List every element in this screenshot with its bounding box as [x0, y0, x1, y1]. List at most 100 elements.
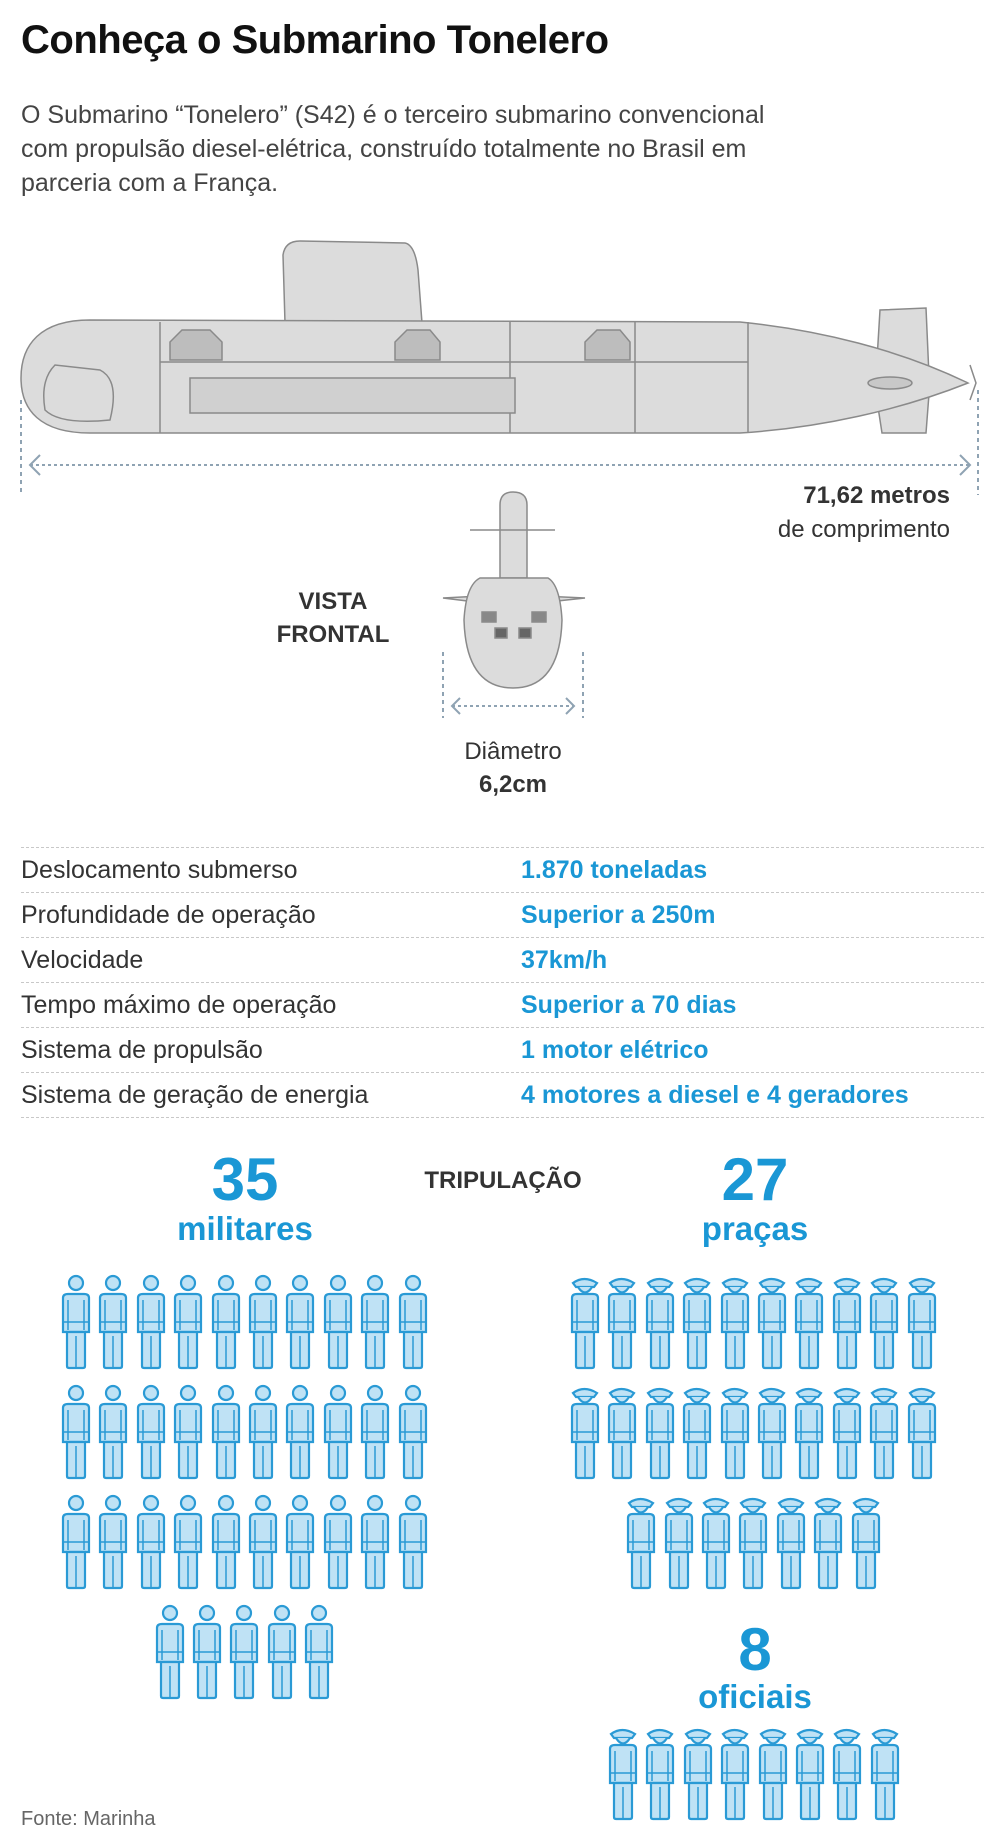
oficial-figure-icon: [721, 1728, 750, 1821]
front-view-label: FRONTAL: [276, 621, 390, 648]
militar-figure-icon: [323, 1274, 352, 1370]
praca-figure-icon: [701, 1497, 730, 1590]
crew-heading: TRIPULAÇÃO: [424, 1167, 582, 1194]
praca-figure-icon: [683, 1277, 712, 1370]
praca-figure-icon: [757, 1387, 787, 1480]
militar-figure-icon: [230, 1604, 259, 1700]
praca-figure-icon: [907, 1277, 936, 1370]
praca-figure-icon: [795, 1387, 824, 1480]
oficial-figure-icon: [870, 1728, 899, 1821]
militar-figure-icon: [323, 1494, 352, 1590]
militar-figure-icon: [136, 1494, 165, 1590]
militar-figure-icon: [136, 1384, 165, 1480]
source-note: Fonte: Marinha: [21, 1808, 156, 1830]
spec-label: Deslocamento submerso: [21, 855, 298, 884]
oficial-figure-icon: [758, 1728, 787, 1821]
militar-figure-icon: [398, 1494, 427, 1590]
pracas-count: 27: [721, 1146, 789, 1213]
militar-figure-icon: [398, 1384, 427, 1480]
militar-figure-icon: [211, 1274, 240, 1370]
praca-figure-icon: [608, 1277, 637, 1370]
militar-figure-icon: [61, 1384, 91, 1480]
militar-figure-icon: [155, 1604, 184, 1700]
submarine-illustration: [20, 240, 979, 718]
front-view-label: VISTA: [298, 588, 368, 615]
spec-value: 1 motor elétrico: [521, 1035, 709, 1064]
militar-figure-icon: [361, 1274, 390, 1370]
praca-figure-icon: [832, 1387, 861, 1480]
militares-count: 35: [211, 1146, 279, 1213]
length-dimension: [20, 390, 979, 495]
praca-figure-icon: [851, 1497, 880, 1590]
oficiais-label: oficiais: [698, 1678, 812, 1715]
praca-figure-icon: [664, 1497, 693, 1590]
spec-label: Velocidade: [21, 945, 144, 974]
spec-row: Profundidade de operação Superior a 250m: [21, 892, 984, 937]
praca-figure-icon: [570, 1387, 600, 1480]
spec-value: 1.870 toneladas: [521, 855, 708, 884]
spec-value: Superior a 70 dias: [521, 990, 737, 1019]
praca-figure-icon: [795, 1277, 824, 1370]
spec-row: Deslocamento submerso 1.870 toneladas: [21, 847, 984, 892]
oficiais-count: 8: [738, 1616, 772, 1683]
oficial-figure-icon: [833, 1728, 862, 1821]
spec-value: Superior a 250m: [521, 900, 716, 929]
militar-figure-icon: [61, 1494, 91, 1590]
militar-figure-icon: [211, 1494, 240, 1590]
submarine-side-view: [20, 240, 977, 434]
militar-figure-icon: [174, 1274, 203, 1370]
praca-figure-icon: [720, 1387, 749, 1480]
militar-figure-icon: [323, 1384, 352, 1480]
militar-figure-icon: [99, 1274, 128, 1370]
spec-label: Sistema de geração de energia: [21, 1080, 369, 1109]
militar-figure-icon: [174, 1384, 203, 1480]
praca-figure-icon: [720, 1277, 749, 1370]
length-label: de comprimento: [777, 516, 950, 543]
militar-figure-icon: [286, 1274, 315, 1370]
praca-figure-icon: [683, 1387, 712, 1480]
praca-figure-icon: [813, 1497, 843, 1590]
militar-figure-icon: [211, 1384, 240, 1480]
praca-figure-icon: [645, 1277, 674, 1370]
description-line: O Submarino “Tonelero” (S42) é o terceir…: [21, 101, 765, 129]
description-line: com propulsão diesel-elétrica, construíd…: [21, 135, 747, 163]
spec-row: Sistema de propulsão 1 motor elétrico: [21, 1027, 984, 1072]
praca-figure-icon: [739, 1497, 768, 1590]
oficial-figure-icon: [795, 1728, 825, 1821]
militar-figure-icon: [248, 1384, 278, 1480]
praca-figure-icon: [608, 1387, 637, 1480]
militar-figure-icon: [192, 1604, 221, 1700]
description: O Submarino “Tonelero” (S42) é o terceir…: [21, 98, 981, 200]
militar-figure-icon: [361, 1384, 390, 1480]
spec-row: Tempo máximo de operação Superior a 70 di…: [21, 982, 984, 1027]
oficial-figure-icon: [608, 1728, 638, 1821]
specs-table: Deslocamento submerso 1.870 toneladas Pro…: [21, 847, 984, 1118]
description-line: parceria com a França.: [21, 169, 279, 197]
praca-figure-icon: [907, 1387, 936, 1480]
praca-figure-icon: [570, 1277, 600, 1370]
militar-figure-icon: [174, 1494, 203, 1590]
militar-figure-icon: [248, 1274, 278, 1370]
spec-value: 37km/h: [521, 945, 608, 974]
militar-figure-icon: [304, 1604, 334, 1700]
praca-figure-icon: [776, 1497, 805, 1590]
militar-figure-icon: [136, 1274, 165, 1370]
diameter-dimension: [442, 652, 584, 718]
militar-figure-icon: [361, 1494, 390, 1590]
militar-figure-icon: [398, 1274, 427, 1370]
militar-figure-icon: [267, 1604, 296, 1700]
spec-row: Sistema de geração de energia 4 motores a…: [21, 1072, 984, 1118]
spec-label: Tempo máximo de operação: [21, 990, 337, 1019]
spec-value: 4 motores a diesel e 4 geradores: [521, 1080, 909, 1109]
praca-figure-icon: [870, 1277, 899, 1370]
praca-figure-icon: [626, 1497, 656, 1590]
spec-label: Profundidade de operação: [21, 900, 316, 929]
oficial-figure-icon: [683, 1728, 712, 1821]
militar-figure-icon: [248, 1494, 278, 1590]
page-title: Conheça o Submarino Tonelero: [21, 18, 609, 62]
diameter-value: 6,2cm: [478, 771, 548, 798]
militar-figure-icon: [99, 1494, 128, 1590]
praca-figure-icon: [870, 1387, 899, 1480]
praca-figure-icon: [645, 1387, 674, 1480]
